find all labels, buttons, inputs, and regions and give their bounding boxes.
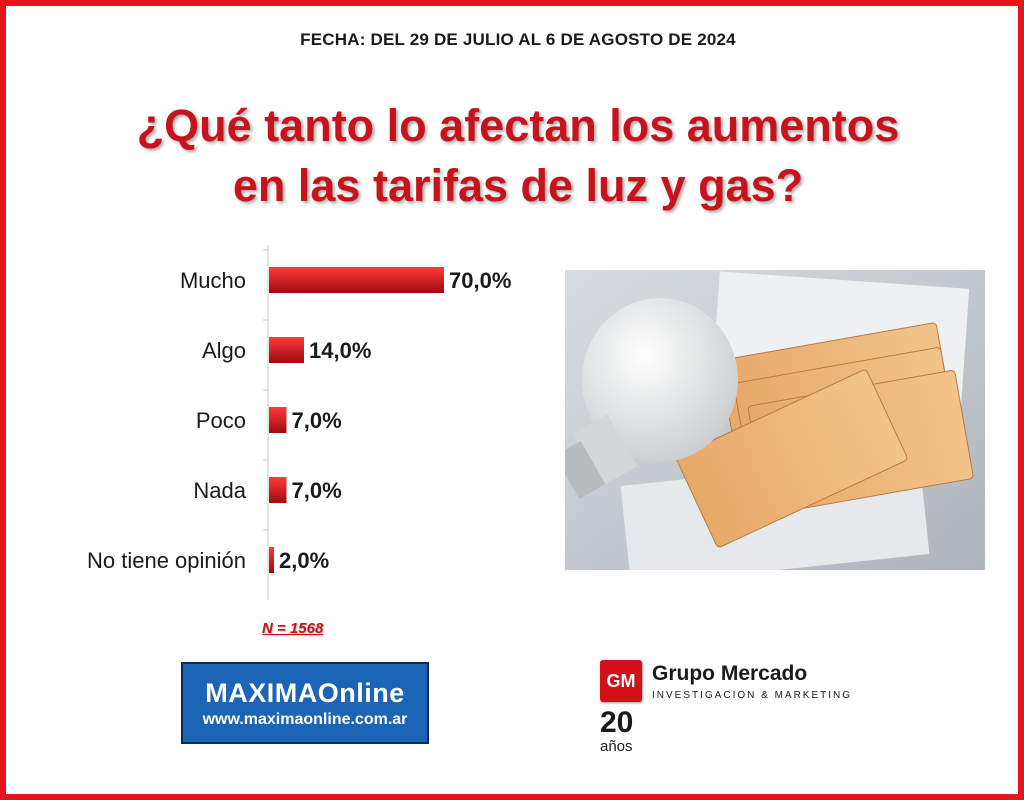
value-label: 2,0%: [279, 548, 329, 573]
value-label: 7,0%: [292, 478, 342, 503]
bar: [269, 407, 287, 433]
page-title: ¿Qué tanto lo afectan los aumentos en la…: [6, 96, 1024, 216]
survey-date: FECHA: DEL 29 DE JULIO AL 6 DE AGOSTO DE…: [300, 30, 736, 49]
gm-name: Grupo Mercado: [652, 662, 808, 685]
bar: [269, 547, 274, 573]
category-label: No tiene opinión: [87, 548, 246, 573]
sample-size-label: N = 1568: [262, 620, 324, 637]
gm-years: 20: [600, 706, 634, 739]
category-label: Nada: [193, 478, 246, 503]
gm-badge-icon: GM: [600, 660, 642, 702]
grupo-mercado-logo: GM Grupo Mercado INVESTIGACION & MARKETI…: [600, 658, 860, 768]
value-label: 14,0%: [309, 338, 371, 363]
title-line-1: ¿Qué tanto lo afectan los aumentos: [136, 100, 900, 151]
bar: [269, 267, 444, 293]
maximaonline-name: MAXIMAOnline: [205, 678, 405, 708]
maximaonline-logo: MAXIMAOnline www.maximaonline.com.ar: [181, 662, 429, 744]
bar-chart: Mucho 70,0% Algo 14,0% Poco 7,0% Nada 7,0% No ti…: [0, 240, 560, 600]
lightbulb-banknotes-photo: [565, 270, 985, 570]
maximaonline-url: www.maximaonline.com.ar: [202, 711, 408, 728]
category-label: Poco: [196, 408, 246, 433]
bar: [269, 477, 287, 503]
value-label: 7,0%: [292, 408, 342, 433]
value-label: 70,0%: [449, 268, 511, 293]
category-label: Mucho: [180, 268, 246, 293]
gm-years-label: años: [600, 738, 633, 755]
title-line-2: en las tarifas de luz y gas?: [232, 160, 804, 211]
bar-chart-svg: Mucho 70,0% Algo 14,0% Poco 7,0% Nada 7,0% No ti…: [87, 245, 511, 600]
gm-subtitle: INVESTIGACION & MARKETING: [652, 690, 853, 701]
photo-illustration: [565, 270, 985, 570]
bar: [269, 337, 304, 363]
category-label: Algo: [202, 338, 246, 363]
